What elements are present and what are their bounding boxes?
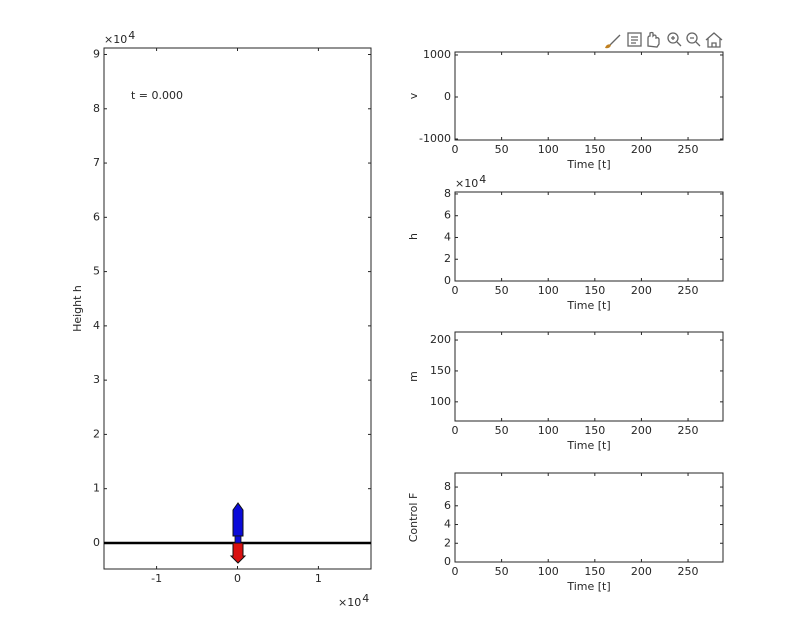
y-tick-label: 100: [430, 395, 451, 408]
x-tick-label: -1: [151, 572, 162, 585]
y-tick-label: 0: [444, 90, 451, 103]
y-tick-label: 3: [93, 373, 100, 386]
y-tick-label: 7: [93, 156, 100, 169]
y-axis-label: Control F: [407, 493, 420, 543]
x-tick-label: 50: [495, 143, 509, 156]
annotation: t = 0.000: [131, 89, 183, 102]
x-tick-label: 200: [631, 424, 652, 437]
x-tick-label: 200: [631, 143, 652, 156]
x-axis-label: Time [t]: [566, 158, 610, 171]
exponent-power: 4: [479, 173, 486, 186]
x-tick-label: 150: [584, 143, 605, 156]
plot-area: [454, 331, 724, 422]
zoom-out-icon[interactable]: [686, 32, 701, 47]
y-tick-label: 1: [93, 482, 100, 495]
exponent-power: 4: [362, 592, 369, 605]
y-tick-label: 5: [93, 265, 100, 278]
exponent-base: ×10: [338, 596, 361, 609]
x-tick-label: 250: [678, 565, 699, 578]
y-tick-label: 8: [444, 187, 451, 200]
x-tick-label: 250: [678, 143, 699, 156]
y-tick-label: 2: [444, 536, 451, 549]
x-tick-label: 250: [678, 284, 699, 297]
x-tick-label: 0: [452, 284, 459, 297]
y-axis-label: v: [407, 92, 420, 99]
x-tick-label: 200: [631, 565, 652, 578]
x-tick-label: 0: [452, 143, 459, 156]
exponent-base: ×10: [455, 177, 478, 190]
y-tick-label: 0: [444, 274, 451, 287]
x-tick-label: 100: [538, 284, 559, 297]
y-axis-label: h: [407, 233, 420, 240]
toolbar: [605, 31, 723, 49]
y-axis-label: m: [407, 371, 420, 382]
x-axis-label: Time [t]: [566, 299, 610, 312]
x-tick-label: 1: [315, 572, 322, 585]
x-axis-label: Time [t]: [566, 439, 610, 452]
y-tick-label: 6: [93, 210, 100, 223]
y-tick-label: 2: [444, 252, 451, 265]
y-tick-label: 0: [93, 536, 100, 549]
x-tick-label: 150: [584, 424, 605, 437]
x-tick-label: 100: [538, 565, 559, 578]
y-tick-label: 9: [93, 48, 100, 61]
datatip-icon[interactable]: [627, 32, 642, 47]
thrust-arrow: [229, 542, 247, 564]
zoom-in-icon[interactable]: [667, 32, 682, 47]
exponent-base: ×10: [104, 33, 127, 46]
home-icon[interactable]: [705, 32, 723, 48]
y-tick-label: 150: [430, 364, 451, 377]
x-tick-label: 0: [452, 424, 459, 437]
y-tick-label: 4: [444, 518, 451, 531]
x-tick-label: 0: [452, 565, 459, 578]
rocket: [229, 502, 247, 564]
y-tick-label: 4: [444, 230, 451, 243]
x-tick-label: 0: [234, 572, 241, 585]
y-tick-label: 4: [93, 319, 100, 332]
plot-area: [454, 472, 724, 563]
y-axis-label: Height h: [71, 285, 84, 332]
y-tick-label: 6: [444, 209, 451, 222]
y-tick-label: 8: [444, 480, 451, 493]
plot-area: [454, 51, 724, 141]
plot-area: [454, 191, 724, 282]
y-tick-label: 8: [93, 102, 100, 115]
x-tick-label: 250: [678, 424, 699, 437]
plot-area: [103, 47, 372, 570]
y-tick-label: 200: [430, 333, 451, 346]
x-tick-label: 100: [538, 143, 559, 156]
x-tick-label: 100: [538, 424, 559, 437]
x-tick-label: 50: [495, 284, 509, 297]
pan-icon[interactable]: [647, 31, 660, 48]
exponent-power: 4: [128, 29, 135, 42]
brush-icon[interactable]: [605, 34, 621, 49]
y-tick-label: 2: [93, 427, 100, 440]
x-axis-label: Time [t]: [566, 580, 610, 593]
y-tick-label: 0: [444, 555, 451, 568]
y-tick-label: -1000: [419, 132, 451, 145]
x-tick-label: 50: [495, 565, 509, 578]
x-tick-label: 50: [495, 424, 509, 437]
rocket-nozzle: [234, 535, 242, 544]
rocket-body: [232, 502, 244, 537]
x-tick-label: 150: [584, 284, 605, 297]
y-tick-label: 6: [444, 499, 451, 512]
x-tick-label: 200: [631, 284, 652, 297]
y-tick-label: 1000: [423, 48, 451, 61]
x-tick-label: 150: [584, 565, 605, 578]
